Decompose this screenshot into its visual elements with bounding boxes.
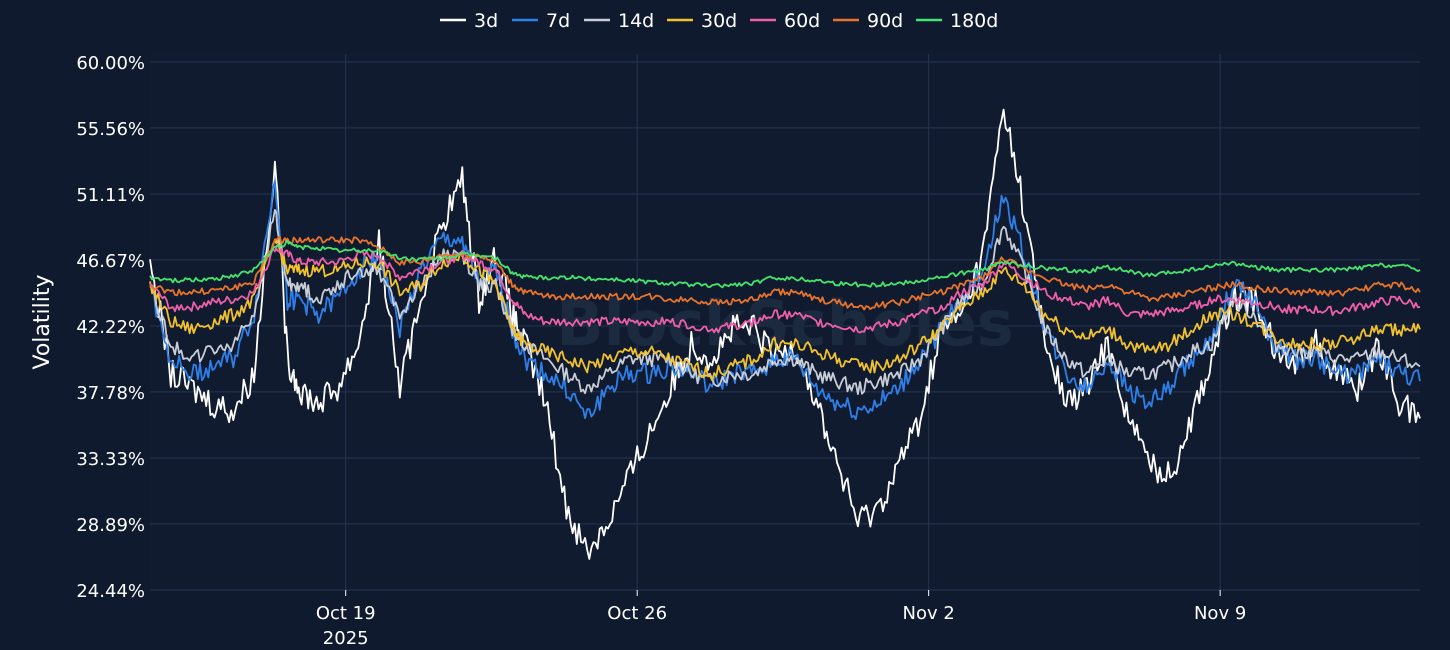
legend-label: 7d <box>546 10 570 32</box>
legend-item-7d[interactable]: 7d <box>512 10 570 32</box>
series-line-180d <box>149 240 1421 289</box>
x-tick-labels: Oct 19 2025 Oct 26 Nov 2 Nov 9 <box>316 590 1246 649</box>
x-tick-sublabel: 2025 <box>323 628 369 649</box>
x-tick-label: Oct 26 <box>607 603 667 624</box>
y-tick-label: 33.33% <box>76 449 145 470</box>
series-line-90d <box>149 236 1421 311</box>
y-tick-label: 42.22% <box>76 317 145 338</box>
series-line-7d <box>149 180 1421 421</box>
legend-item-3d[interactable]: 3d <box>440 10 498 32</box>
series-line-3d <box>149 108 1421 560</box>
legend-label: 3d <box>474 10 498 32</box>
series-lines <box>149 108 1421 560</box>
y-tick-label: 60.00% <box>76 53 145 74</box>
series-line-14d <box>149 208 1421 396</box>
y-tick-label: 55.56% <box>76 119 145 140</box>
y-tick-label: 46.67% <box>76 251 145 272</box>
x-tick-label: Oct 19 <box>316 603 376 624</box>
legend-item-90d[interactable]: 90d <box>833 10 903 32</box>
y-tick-labels: 60.00% 55.56% 51.11% 46.67% 42.22% 37.78% 33.3… <box>76 53 145 602</box>
legend-label: 14d <box>618 10 654 32</box>
legend-item-30d[interactable]: 30d <box>667 10 737 32</box>
y-tick-label: 37.78% <box>76 383 145 404</box>
y-tick-label: 24.44% <box>76 581 145 602</box>
y-tick-label: 28.89% <box>76 515 145 536</box>
legend-item-180d[interactable]: 180d <box>916 10 998 32</box>
x-tick-label: Nov 9 <box>1194 603 1246 624</box>
series-line-30d <box>149 238 1421 382</box>
y-axis-label: Volatility <box>30 274 55 369</box>
x-tick-label: Nov 2 <box>902 603 954 624</box>
y-tick-label: 51.11% <box>76 185 145 206</box>
legend-label: 180d <box>950 10 998 32</box>
legend-label: 90d <box>867 10 903 32</box>
legend-label: 30d <box>701 10 737 32</box>
legend[interactable]: 3d 7d 14d 30d 60d 90d 180d <box>440 10 998 32</box>
legend-label: 60d <box>784 10 820 32</box>
legend-item-14d[interactable]: 14d <box>584 10 654 32</box>
legend-item-60d[interactable]: 60d <box>750 10 820 32</box>
series-line-60d <box>149 246 1421 334</box>
